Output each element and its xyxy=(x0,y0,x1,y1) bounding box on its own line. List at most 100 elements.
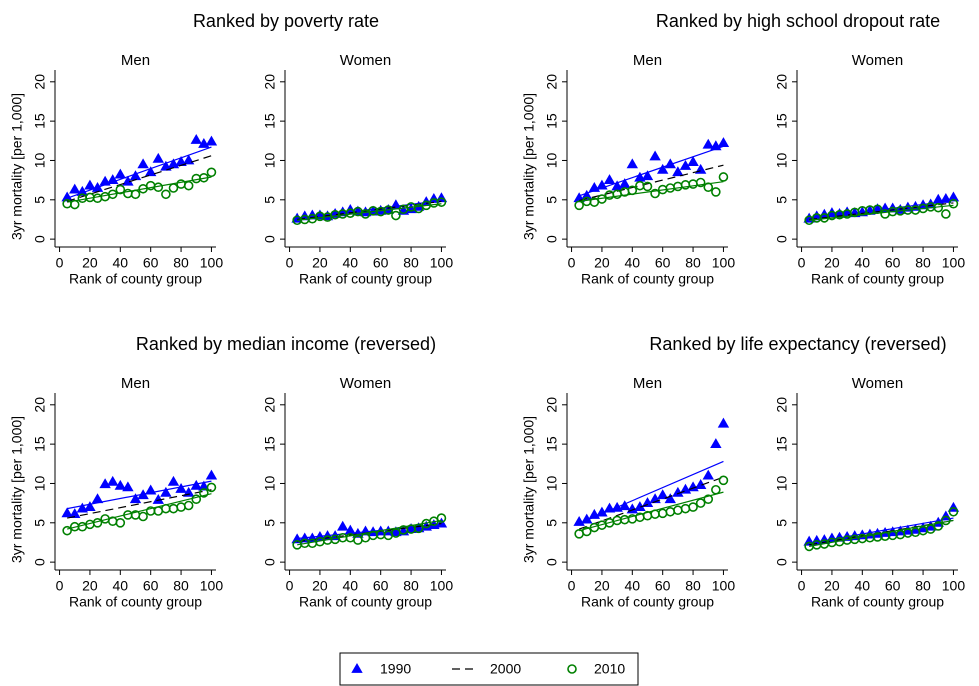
x-axis-label: Rank of county group xyxy=(811,594,944,610)
y-tick-label: 10 xyxy=(774,152,790,168)
triangle-marker xyxy=(717,137,730,148)
y-tick-label: 0 xyxy=(32,558,48,566)
triangle-marker xyxy=(107,475,119,486)
triangle-marker xyxy=(344,524,357,535)
circle-marker xyxy=(69,199,80,210)
triangle-marker xyxy=(69,508,81,519)
triangle-marker xyxy=(91,493,104,504)
triangle-marker xyxy=(672,166,684,177)
circle-marker xyxy=(138,511,148,522)
y-tick-label: 10 xyxy=(32,152,48,168)
circle-marker xyxy=(688,179,698,189)
triangle-marker xyxy=(84,179,96,190)
circle-marker xyxy=(153,182,164,193)
triangle-marker xyxy=(649,150,661,161)
triangle-marker xyxy=(641,170,654,181)
y-tick-label: 0 xyxy=(262,558,278,566)
triangle-marker xyxy=(91,182,104,192)
x-tick-label: 100 xyxy=(942,255,966,271)
x-tick-label: 20 xyxy=(82,578,98,594)
y-tick-label: 20 xyxy=(262,74,278,90)
circle-marker xyxy=(123,188,133,199)
triangle-marker xyxy=(144,484,157,495)
x-tick-label: 40 xyxy=(855,578,871,594)
circle-marker xyxy=(642,181,653,192)
circle-marker xyxy=(933,202,944,213)
triangle-marker xyxy=(152,493,164,504)
x-tick-label: 40 xyxy=(113,578,129,594)
triangle-marker xyxy=(656,163,669,174)
panel-title: Men xyxy=(121,52,150,69)
triangle-marker xyxy=(337,520,349,531)
x-axis-label: Rank of county group xyxy=(299,271,432,287)
triangle-marker xyxy=(603,174,616,185)
x-tick-label: 20 xyxy=(312,578,328,594)
circle-marker xyxy=(673,505,683,516)
circle-marker xyxy=(391,210,401,221)
triangle-marker xyxy=(390,199,402,210)
triangle-marker xyxy=(679,159,692,170)
triangle-marker xyxy=(137,489,149,500)
triangle-marker xyxy=(702,469,714,480)
fit-line xyxy=(67,489,212,519)
triangle-marker xyxy=(190,479,202,490)
circle-marker xyxy=(627,185,638,196)
x-tick-label: 40 xyxy=(855,255,871,271)
y-tick-label: 15 xyxy=(32,113,48,129)
circle-marker xyxy=(176,179,186,189)
triangle-marker xyxy=(702,138,714,149)
y-tick-label: 20 xyxy=(544,397,560,413)
triangle-marker xyxy=(122,175,134,186)
y-tick-label: 10 xyxy=(32,475,48,491)
triangle-marker xyxy=(717,417,730,428)
circle-marker xyxy=(673,181,683,192)
circle-marker xyxy=(688,502,698,512)
y-tick-label: 0 xyxy=(262,235,278,243)
x-tick-label: 0 xyxy=(286,578,294,594)
y-tick-label: 10 xyxy=(544,475,560,491)
x-tick-label: 40 xyxy=(625,255,641,271)
circle-marker xyxy=(92,517,103,528)
x-tick-label: 20 xyxy=(594,578,610,594)
group-title: Ranked by poverty rate xyxy=(193,11,379,31)
circle-marker xyxy=(635,180,645,191)
circle-marker xyxy=(191,494,202,505)
triangle-marker xyxy=(581,513,593,524)
x-tick-label: 100 xyxy=(712,255,736,271)
circle-marker xyxy=(161,189,171,200)
triangle-marker xyxy=(672,486,684,497)
triangle-marker xyxy=(69,183,81,194)
x-tick-label: 60 xyxy=(885,255,901,271)
x-tick-label: 40 xyxy=(343,578,359,594)
x-tick-label: 60 xyxy=(885,578,901,594)
panel-title: Women xyxy=(852,52,903,69)
circle-marker xyxy=(581,526,592,537)
triangle-marker xyxy=(656,489,669,500)
x-tick-label: 100 xyxy=(200,578,224,594)
x-tick-label: 40 xyxy=(113,255,129,271)
circle-marker xyxy=(92,193,103,204)
x-tick-label: 60 xyxy=(655,578,671,594)
circle-marker xyxy=(650,188,660,199)
x-axis-label: Rank of county group xyxy=(581,594,714,610)
panel-title: Women xyxy=(340,52,391,69)
circle-marker xyxy=(650,509,660,519)
y-tick-label: 5 xyxy=(774,196,790,204)
x-tick-label: 100 xyxy=(430,255,454,271)
x-tick-label: 100 xyxy=(430,578,454,594)
circle-marker xyxy=(703,494,714,505)
triangle-marker xyxy=(84,501,96,511)
x-axis-label: Rank of county group xyxy=(299,594,432,610)
y-axis-label: 3yr mortality [per 1,000] xyxy=(9,416,25,563)
circle-marker xyxy=(574,529,584,539)
x-tick-label: 0 xyxy=(56,255,64,271)
y-tick-label: 0 xyxy=(544,235,560,243)
group-title: Ranked by high school dropout rate xyxy=(656,11,940,31)
y-tick-label: 15 xyxy=(774,436,790,452)
triangle-marker xyxy=(664,493,676,504)
triangle-marker xyxy=(129,170,142,181)
triangle-marker xyxy=(175,482,187,493)
y-tick-label: 5 xyxy=(774,519,790,527)
circle-marker xyxy=(107,189,118,200)
circle-marker xyxy=(933,521,944,531)
